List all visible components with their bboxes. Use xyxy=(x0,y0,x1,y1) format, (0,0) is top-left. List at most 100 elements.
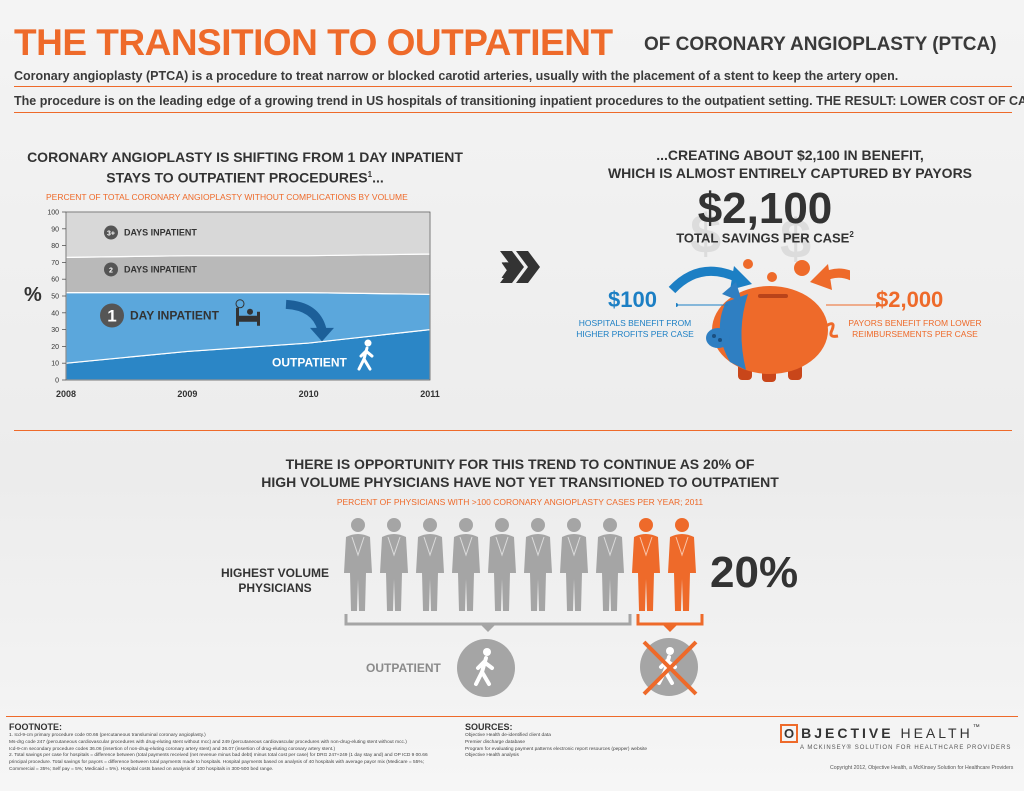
middle-subtitle: PERCENT OF PHYSICIANS WITH >100 CORONARY… xyxy=(336,497,704,507)
svg-text:$: $ xyxy=(780,207,811,268)
hospital-benefit-amount: $100 xyxy=(608,287,657,312)
physician-icon-transitioned xyxy=(452,518,480,611)
chart-subtitle: PERCENT OF TOTAL CORONARY ANGIOPLASTY WI… xyxy=(46,192,408,202)
page-title: THE TRANSITION TO OUTPATIENT xyxy=(14,22,613,63)
footnote-line: principal procedure. Total savings for p… xyxy=(9,760,424,766)
logo-o-box: O xyxy=(780,724,799,743)
y-tick-label: 40 xyxy=(51,310,59,317)
double-chevron-icon xyxy=(500,251,540,283)
footer-divider xyxy=(6,716,1018,717)
footnote-line: 1. Icd-9-cm primary procedure code 00.66… xyxy=(9,733,206,738)
source-line: Objective Health de-identified client da… xyxy=(465,733,551,738)
physician-icon-transitioned xyxy=(488,518,516,611)
physician-icon-transitioned xyxy=(596,518,624,611)
logo-tm: ™ xyxy=(972,724,980,731)
series-badge-text: 1 xyxy=(107,307,116,326)
physician-icon-not-transitioned xyxy=(668,518,696,611)
svg-text:$: $ xyxy=(690,202,721,265)
y-tick-label: 100 xyxy=(47,210,59,217)
physician-icon-transitioned xyxy=(380,518,408,611)
right-heading: ...CREATING ABOUT $2,100 IN BENEFIT, WHI… xyxy=(560,146,1020,182)
right-heading-line1: ...CREATING ABOUT $2,100 IN BENEFIT, xyxy=(656,147,924,163)
left-heading: CORONARY ANGIOPLASTY IS SHIFTING FROM 1 … xyxy=(10,148,480,187)
intro-text-2: The procedure is on the leading edge of … xyxy=(14,94,1024,108)
footnote-title: FOOTNOTE: xyxy=(9,722,62,732)
piggy-bank-icon xyxy=(668,259,850,382)
y-tick-label: 80 xyxy=(51,243,59,250)
series-badge xyxy=(100,303,124,328)
hospital-text-line2: HIGHER PROFITS PER CASE xyxy=(576,329,694,339)
series-name: DAYS INPATIENT xyxy=(124,264,197,274)
physician-icon-transitioned xyxy=(560,518,588,611)
area-series-2 xyxy=(65,253,431,295)
header-divider-2 xyxy=(14,112,1012,113)
series-label-0: OUTPATIENT xyxy=(272,356,348,370)
bracket-and-outcome xyxy=(344,614,704,632)
physician-icon-transitioned xyxy=(524,518,552,611)
outpatient-walker-icon xyxy=(457,639,515,697)
x-tick-label: 2011 xyxy=(420,389,440,399)
sources-title: SOURCES: xyxy=(465,722,513,732)
savings-label-text: TOTAL SAVINGS PER CASE xyxy=(676,230,850,246)
header-divider xyxy=(14,86,1012,87)
series-label-3: 3+ DAYS INPATIENT xyxy=(104,225,197,240)
total-savings-label: TOTAL SAVINGS PER CASE2 xyxy=(560,230,970,245)
y-tick-label: 60 xyxy=(51,277,59,284)
y-tick-label: 0 xyxy=(55,378,59,385)
total-savings-value: $2,100 xyxy=(697,184,833,233)
y-tick-label: 20 xyxy=(51,344,59,351)
hospital-text-line1: HOSPITALS BENEFIT FROM xyxy=(578,318,692,328)
highest-volume-label: HIGHEST VOLUME PHYSICIANS xyxy=(200,566,350,596)
series-badge xyxy=(104,262,118,277)
walking-person-icon xyxy=(357,339,374,371)
hv-label-line2: PHYSICIANS xyxy=(238,581,312,595)
series-name: DAY INPATIENT xyxy=(130,309,220,323)
payor-benefit-amount: $2,000 xyxy=(876,287,944,312)
series-badge-text: 3+ xyxy=(107,231,115,238)
physician-icon-not-transitioned xyxy=(632,518,660,611)
dollar-watermark-icon: $ $ xyxy=(690,202,811,268)
section-divider xyxy=(14,430,1012,431)
x-tick-label: 2010 xyxy=(299,389,319,399)
series-label-2: 2 DAYS INPATIENT xyxy=(104,262,197,277)
objective-health-logo: O BJECTIVE HEALTH™ xyxy=(780,724,980,743)
hospital-benefit-text: HOSPITALS BENEFIT FROM HIGHER PROFITS PE… xyxy=(560,318,710,340)
benefit-connector-lines xyxy=(676,302,881,308)
x-tick-label: 2009 xyxy=(177,389,197,399)
y-tick-label: 90 xyxy=(51,226,59,233)
shift-down-arrow-icon xyxy=(285,299,334,342)
payor-text-line1: PAYORS BENEFIT FROM LOWER xyxy=(848,318,982,328)
right-heading-line2: WHICH IS ALMOST ENTIRELY CAPTURED BY PAY… xyxy=(607,165,973,181)
source-line: Premier discharge database xyxy=(465,739,525,745)
percent-value: 20% xyxy=(710,548,799,597)
y-tick-label: 10 xyxy=(51,361,59,368)
footnote-line: Icd-9-cm secondary procedure codes 36.06… xyxy=(9,746,336,752)
footnote-list: 1. Icd-9-cm primary procedure code 00.66… xyxy=(9,733,439,774)
hospital-bed-icon xyxy=(235,299,260,326)
left-heading-line2: STAYS TO OUTPATIENT PROCEDURES xyxy=(106,169,368,186)
series-badge-text: 2 xyxy=(109,267,113,274)
x-tick-label: 2008 xyxy=(56,389,76,399)
footnote-line: Ms-drg code 247 (percutaneous cardiovasc… xyxy=(9,739,407,745)
area-series-3 xyxy=(65,211,431,258)
series-badge xyxy=(104,225,118,240)
area-chart: 0 10 20 30 40 50 60 70 80 90 100 2008 2009 2010 2011 OU… xyxy=(47,210,440,400)
y-tick-label: 30 xyxy=(51,327,59,334)
source-line: Objective Health analysis xyxy=(465,753,519,759)
logo-word2: HEALTH xyxy=(900,725,973,741)
page-subtitle: OF CORONARY ANGIOPLASTY (PTCA) xyxy=(644,34,997,55)
payor-benefit-text: PAYORS BENEFIT FROM LOWER REIMBURSEMENTS… xyxy=(840,318,990,340)
not-outpatient-icon xyxy=(640,638,698,696)
outpatient-label: OUTPATIENT xyxy=(366,661,441,675)
series-name: DAYS INPATIENT xyxy=(124,228,197,238)
middle-heading-line1: THERE IS OPPORTUNITY FOR THIS TREND TO C… xyxy=(285,456,755,472)
series-name: OUTPATIENT xyxy=(272,356,348,370)
source-line: Program for evaluating payment patterns … xyxy=(465,746,648,752)
physician-icons xyxy=(344,518,696,611)
savings-label-sup: 2 xyxy=(849,230,854,239)
left-heading-sup: 1 xyxy=(367,170,373,179)
logo-tagline: A MCKINSEY® SOLUTION FOR HEALTHCARE PROV… xyxy=(800,745,1012,751)
hv-label-line1: HIGHEST VOLUME xyxy=(220,566,329,580)
logo-word1: BJECTIVE xyxy=(801,725,894,741)
intro-text-1: Coronary angioplasty (PTCA) is a procedu… xyxy=(14,69,899,83)
